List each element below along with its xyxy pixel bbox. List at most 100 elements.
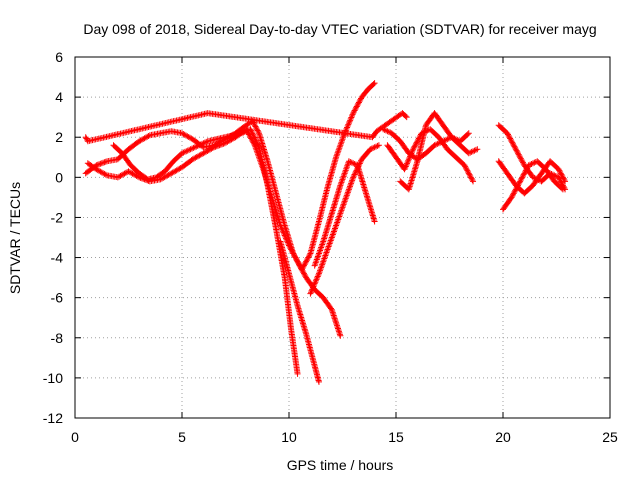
point-marker	[461, 162, 468, 169]
point-marker	[350, 174, 357, 181]
series-track-l	[500, 158, 566, 213]
point-marker	[371, 144, 378, 151]
point-marker	[252, 137, 259, 144]
point-marker	[516, 179, 523, 186]
point-marker	[347, 158, 354, 165]
point-marker	[525, 162, 532, 169]
point-marker	[518, 156, 525, 163]
point-marker	[347, 117, 354, 124]
point-marker	[520, 171, 527, 178]
point-marker	[240, 129, 247, 136]
point-marker	[524, 164, 531, 171]
point-marker	[561, 177, 568, 184]
y-tick-label: 0	[55, 169, 63, 185]
point-marker	[519, 158, 526, 165]
point-marker	[313, 276, 320, 283]
point-marker	[250, 131, 257, 138]
point-marker	[527, 161, 534, 168]
point-marker	[559, 186, 566, 193]
point-marker	[309, 286, 316, 293]
point-marker	[253, 138, 260, 145]
point-marker	[193, 143, 200, 150]
point-marker	[348, 113, 355, 120]
point-marker	[345, 120, 352, 127]
point-marker	[521, 170, 528, 177]
point-marker	[304, 255, 311, 262]
point-marker	[452, 136, 459, 143]
point-marker	[191, 144, 198, 151]
point-marker	[300, 270, 307, 277]
point-marker	[468, 148, 475, 155]
point-marker	[385, 128, 392, 135]
chart-title: Day 098 of 2018, Sidereal Day-to-day VTE…	[83, 21, 596, 37]
point-marker	[350, 108, 357, 115]
y-tick-label: -2	[51, 209, 64, 225]
point-marker	[305, 254, 312, 261]
point-marker	[241, 128, 248, 135]
point-marker	[404, 159, 411, 166]
point-marker	[315, 378, 322, 385]
point-marker	[562, 178, 569, 185]
point-marker	[410, 146, 417, 153]
point-marker	[515, 151, 522, 158]
point-marker	[344, 123, 351, 130]
point-marker	[351, 107, 358, 114]
point-marker	[431, 142, 438, 149]
point-marker	[558, 179, 565, 186]
point-marker	[337, 332, 344, 339]
point-marker	[209, 145, 216, 152]
point-marker	[310, 283, 317, 290]
point-marker	[343, 125, 350, 132]
point-marker	[559, 174, 566, 181]
point-marker	[508, 194, 515, 201]
point-marker	[278, 223, 285, 230]
point-marker	[517, 155, 524, 162]
y-tick-label: 4	[55, 89, 63, 105]
point-marker	[512, 187, 519, 194]
point-marker	[507, 135, 514, 142]
point-marker	[409, 147, 416, 154]
point-marker	[303, 258, 310, 265]
point-marker	[291, 253, 298, 260]
point-marker	[282, 235, 289, 242]
point-marker	[212, 143, 219, 150]
point-marker	[511, 143, 518, 150]
point-marker	[442, 136, 449, 143]
point-marker	[249, 130, 256, 137]
point-marker	[252, 135, 259, 142]
point-marker	[215, 142, 222, 149]
point-marker	[555, 166, 562, 173]
point-marker	[203, 138, 210, 145]
point-marker	[308, 287, 315, 294]
point-marker	[196, 142, 203, 149]
point-marker	[280, 229, 287, 236]
point-marker	[465, 168, 472, 175]
point-marker	[523, 166, 530, 173]
point-marker	[346, 118, 353, 125]
point-marker	[371, 80, 378, 87]
series-track-m	[82, 110, 410, 145]
x-tick-label: 20	[495, 429, 511, 445]
point-marker	[519, 159, 526, 166]
point-marker	[187, 146, 194, 153]
point-marker	[509, 139, 516, 146]
y-tick-labels: -12 -10 -8 -6 -4 -2 0 2 4 6	[43, 49, 63, 426]
point-marker	[82, 134, 89, 141]
point-marker	[522, 168, 529, 175]
point-marker	[351, 171, 358, 178]
point-marker	[288, 246, 295, 253]
series-track-e	[307, 142, 382, 297]
point-marker	[213, 143, 220, 150]
point-marker	[296, 262, 303, 269]
point-marker	[277, 222, 284, 229]
point-marker	[508, 138, 515, 145]
x-axis-label: GPS time / hours	[287, 457, 394, 473]
point-marker	[345, 158, 352, 165]
point-marker	[517, 154, 524, 161]
point-marker	[557, 170, 564, 177]
point-marker	[367, 146, 374, 153]
y-axis-label: SDTVAR / TECUs	[7, 182, 23, 294]
point-marker	[402, 164, 409, 171]
point-marker	[314, 273, 321, 280]
